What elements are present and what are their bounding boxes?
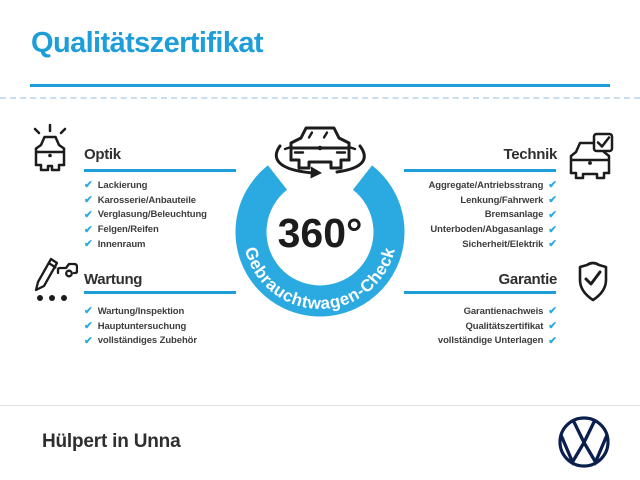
degree-label: 360°: [278, 210, 363, 256]
garantie-underline: [404, 291, 556, 294]
check-icon: ✔: [548, 334, 557, 347]
section-title-wartung: Wartung: [84, 271, 143, 288]
check-item-label: Lackierung: [97, 179, 148, 191]
check-item: Lenkung/Fahrwerk ✔: [404, 193, 557, 208]
check-item: Sicherheit/Elektrik ✔: [404, 237, 557, 252]
check-item-label: Aggregate/Antriebsstrang: [428, 179, 544, 191]
car-360-rotation-icon: [274, 126, 366, 179]
check-icon: ✔: [548, 193, 557, 206]
check-icon: ✔: [84, 223, 93, 236]
pencil-checklist-car-icon: [28, 256, 78, 304]
check-item: Bremsanlage ✔: [404, 208, 557, 223]
car-with-checkbox-icon: [564, 132, 616, 182]
check-item: Garantienachweis ✔: [404, 304, 558, 319]
check-icon: ✔: [548, 305, 557, 318]
page-title: Qualitätszertifikat: [31, 27, 264, 59]
check-item-label: Verglasung/Beleuchtung: [97, 209, 207, 221]
check-item: ✔ Hauptuntersuchung: [84, 319, 237, 334]
technik-items: Aggregate/Antriebsstrang ✔ Lenkung/Fahrw…: [404, 178, 558, 252]
perforation-line: [0, 97, 640, 99]
check-item-label: Wartung/Inspektion: [97, 305, 185, 317]
section-title-garantie: Garantie: [498, 271, 558, 288]
shining-car-icon: [26, 122, 74, 176]
check-item: Qualitätszertifikat ✔: [404, 319, 557, 334]
check-icon: ✔: [84, 319, 93, 332]
optik-items: ✔ Lackierung ✔ Karosserie/Anbauteile ✔ V…: [84, 178, 237, 252]
footer-divider: [0, 405, 640, 406]
check-icon: ✔: [84, 208, 93, 221]
vw-logo-icon: [556, 414, 612, 470]
check-icon: ✔: [548, 208, 557, 221]
check-icon: ✔: [84, 305, 93, 318]
check-icon: ✔: [548, 319, 557, 332]
check-item-label: Qualitätszertifikat: [465, 320, 544, 332]
technik-underline: [404, 169, 556, 172]
check-item-label: Lenkung/Fahrwerk: [460, 194, 544, 206]
check-icon: ✔: [84, 179, 93, 192]
section-title-technik: Technik: [503, 146, 558, 163]
dealer-name: Hülpert in Unna: [42, 431, 181, 452]
wartung-underline: [84, 291, 236, 294]
check-item-label: Unterboden/Abgasanlage: [430, 224, 544, 236]
check-item-label: vollständiges Zubehör: [97, 335, 197, 347]
blue-ring: [235, 165, 405, 317]
check-item-label: Innenraum: [97, 239, 146, 251]
garantie-items: Garantienachweis ✔ Qualitätszertifikat ✔…: [404, 304, 557, 348]
wartung-items: ✔ Wartung/Inspektion ✔ Hauptuntersuchung…: [84, 304, 237, 348]
check-icon: ✔: [548, 223, 557, 236]
check-item-label: vollständige Unterlagen: [437, 335, 544, 347]
check-item: vollständige Unterlagen ✔: [404, 334, 557, 349]
title-underline: [30, 84, 610, 87]
check-item: Unterboden/Abgasanlage ✔: [404, 222, 557, 237]
check-icon: ✔: [548, 179, 557, 192]
check-item-label: Bremsanlage: [484, 209, 544, 221]
check-item: ✔ Wartung/Inspektion: [84, 304, 237, 319]
check-item: ✔ Innenraum: [84, 237, 237, 252]
check-item-label: Garantienachweis: [463, 305, 544, 317]
check-item-label: Sicherheit/Elektrik: [462, 239, 544, 251]
check-item: ✔ Verglasung/Beleuchtung: [84, 208, 237, 223]
check-item: ✔ Lackierung: [84, 178, 237, 193]
check-item: ✔ vollständiges Zubehör: [84, 334, 237, 349]
optik-underline: [84, 169, 236, 172]
check-icon: ✔: [548, 238, 557, 251]
check-item-label: Felgen/Reifen: [97, 224, 159, 236]
check-item-label: Karosserie/Anbauteile: [97, 194, 196, 206]
section-title-optik: Optik: [84, 146, 121, 163]
check-item: ✔ Karosserie/Anbauteile: [84, 193, 237, 208]
check-item-label: Hauptuntersuchung: [97, 320, 187, 332]
360-check-graphic: 360° Gebrauchtwagen-Check: [225, 118, 415, 320]
check-icon: ✔: [84, 193, 93, 206]
check-icon: ✔: [84, 238, 93, 251]
shield-check-icon: [572, 259, 614, 305]
check-item: Aggregate/Antriebsstrang ✔: [404, 178, 558, 193]
check-item: ✔ Felgen/Reifen: [84, 222, 237, 237]
check-icon: ✔: [84, 334, 93, 347]
